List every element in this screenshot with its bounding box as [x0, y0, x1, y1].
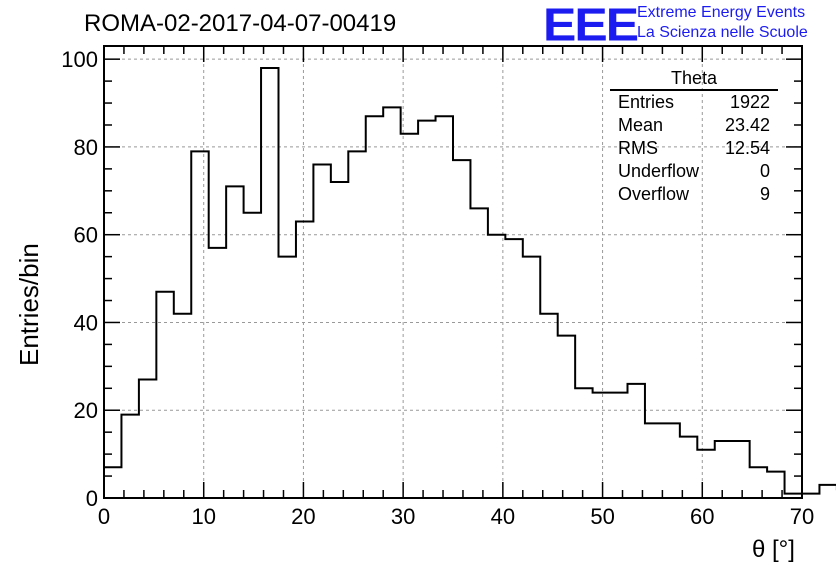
histogram-bar: [523, 257, 540, 498]
histogram-bar: [819, 485, 836, 498]
x-tick-label: 40: [491, 504, 515, 529]
histogram-bar: [331, 182, 348, 498]
logo-line1: Extreme Energy Events: [637, 4, 806, 21]
histogram-bar: [209, 248, 226, 498]
histogram-bar: [401, 134, 418, 498]
stats-row: Overflow 9: [610, 183, 778, 206]
histogram-bar: [732, 441, 749, 498]
histogram-bar: [575, 388, 592, 498]
x-tick-label: 50: [590, 504, 614, 529]
plot-frame: [103, 45, 803, 499]
histogram-bars: [103, 66, 836, 498]
y-tick-label: 60: [74, 223, 98, 248]
histogram-bar: [418, 121, 435, 498]
histogram-bar: [156, 292, 173, 498]
histogram-bar: [540, 314, 557, 498]
histogram-bar: [313, 164, 330, 498]
histogram-bar: [121, 415, 138, 498]
x-tick-label: 20: [291, 504, 315, 529]
stats-row: Underflow 0: [610, 160, 778, 183]
stats-value: 23.42: [724, 115, 770, 135]
histogram-bar: [593, 393, 610, 498]
histogram-outline: [103, 66, 836, 498]
histogram-bar: [802, 494, 819, 498]
y-tick-label: 40: [74, 310, 98, 335]
stats-value: 1922: [729, 92, 770, 112]
stats-label: Entries: [618, 92, 675, 112]
x-tick-label: 10: [191, 504, 215, 529]
stats-label: Overflow: [618, 184, 690, 204]
histogram-bar: [348, 151, 365, 498]
y-axis-label: Entries/bin: [14, 243, 44, 366]
y-tick-label: 20: [74, 398, 98, 423]
y-tick-label: 80: [74, 135, 98, 160]
stats-value: 0: [759, 161, 770, 181]
stats-label: Mean: [618, 115, 664, 135]
stats-rows: Entries 1922 Mean 23.42 RMS 12.54 Underflow 0 Ov…: [610, 91, 778, 206]
histogram-bar: [244, 213, 261, 498]
y-tick-label: 100: [61, 47, 98, 72]
stats-row: Entries 1922: [610, 91, 778, 114]
histogram-bar: [715, 441, 732, 498]
x-axis-label: θ [°]: [752, 536, 795, 563]
histogram-bar: [104, 467, 121, 498]
stats-label: RMS: [618, 138, 658, 158]
histogram-bar: [628, 384, 645, 498]
histogram-bar: [680, 437, 697, 498]
histogram-bar: [662, 423, 679, 498]
histogram-bar: [383, 107, 400, 498]
histogram-bar: [697, 450, 714, 498]
histogram-bar: [226, 186, 243, 498]
histogram-bar: [645, 423, 662, 498]
histogram-bar: [750, 467, 767, 498]
stats-value: 12.54: [724, 138, 770, 158]
x-tick-label: 30: [391, 504, 415, 529]
x-tick-label: 70: [790, 504, 814, 529]
histogram-bar: [261, 68, 278, 498]
y-axis-label-wrap: Entries/bin: [8, 182, 44, 366]
histogram-bar: [139, 380, 156, 498]
y-tick-label: 0: [86, 486, 98, 511]
histogram-bar: [470, 208, 487, 498]
logo-line2: La Scienza nelle Scuole: [637, 24, 808, 41]
x-tick-label: 60: [690, 504, 714, 529]
x-tick-label: 0: [98, 504, 110, 529]
histogram-bar: [279, 257, 296, 498]
histogram-bar: [453, 160, 470, 498]
histogram-bar: [366, 116, 383, 498]
tick-labels: 0 10 20 30 40 50 60 70 0 20 40 60 80 100: [61, 47, 814, 529]
histogram-bar: [174, 314, 191, 498]
stats-box: Theta Entries 1922 Mean 23.42 RMS 12.54 Underf…: [610, 68, 778, 206]
eee-logo: EEE: [543, 0, 639, 51]
stats-row: RMS 12.54: [610, 137, 778, 160]
stats-header: Theta: [610, 68, 778, 91]
histogram-bar: [191, 151, 208, 498]
stats-row: Mean 23.42: [610, 114, 778, 137]
chart-title: ROMA-02-2017-04-07-00419: [84, 10, 397, 37]
histogram-bar: [436, 116, 453, 498]
logo-caption: Extreme Energy Events La Scienza nelle S…: [637, 3, 808, 43]
histogram-bar: [296, 222, 313, 498]
histogram-bar: [610, 393, 627, 498]
stats-label: Underflow: [618, 161, 700, 181]
histogram-bar: [505, 239, 522, 498]
stats-value: 9: [759, 184, 770, 204]
histogram-bar: [558, 336, 575, 498]
histogram-bar: [488, 235, 505, 498]
